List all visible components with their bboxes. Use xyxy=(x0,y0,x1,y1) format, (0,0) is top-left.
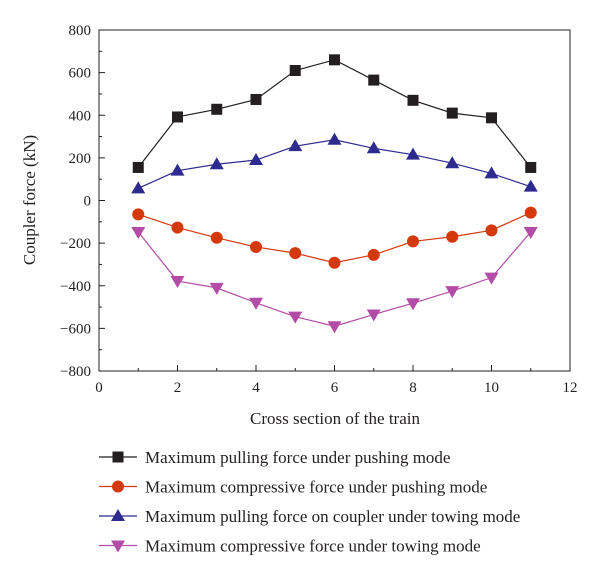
plot-frame xyxy=(98,29,571,372)
data-point xyxy=(525,161,537,173)
x-tick-label: 8 xyxy=(409,380,417,396)
data-point xyxy=(288,311,303,324)
data-point xyxy=(250,240,262,253)
y-tick-label: −600 xyxy=(60,321,91,337)
axes: 0 2 4 6 8 10 12 800 600 400 200 0 −200 −400 −600 −800 xyxy=(60,23,577,396)
y-tick-label: 0 xyxy=(84,194,92,210)
legend-marker xyxy=(112,451,124,463)
x-tick-label: 0 xyxy=(95,380,103,396)
data-point xyxy=(407,235,419,248)
data-point xyxy=(327,132,342,145)
data-point xyxy=(131,181,146,194)
data-point xyxy=(445,286,460,299)
series-layer xyxy=(131,54,538,334)
y-tick-label: 200 xyxy=(69,151,92,167)
data-point xyxy=(289,247,302,260)
data-point xyxy=(132,161,144,173)
x-tick-label: 2 xyxy=(174,380,182,396)
data-point xyxy=(446,107,458,119)
data-point xyxy=(209,157,224,170)
data-point xyxy=(486,112,497,124)
legend-label: Maximum compressive force under towing m… xyxy=(145,537,481,556)
legend-entry: Maximum pulling force on coupler under t… xyxy=(99,507,520,526)
data-point xyxy=(485,224,498,237)
y-axis-title: Coupler force (kN) xyxy=(20,135,39,265)
data-point xyxy=(249,297,263,310)
legend: Maximum pulling force under pushing mode… xyxy=(99,448,520,556)
data-point xyxy=(328,256,341,269)
data-point xyxy=(406,147,420,160)
y-tick-label: −400 xyxy=(60,279,91,295)
x-tick-label: 12 xyxy=(563,380,578,396)
data-point xyxy=(523,179,538,192)
x-tick-label: 10 xyxy=(484,380,499,396)
legend-label: Maximum compressive force under pushing … xyxy=(145,478,487,497)
data-point xyxy=(289,64,301,76)
data-point xyxy=(250,93,262,105)
y-tick-label: 800 xyxy=(69,23,92,39)
legend-label: Maximum pulling force under pushing mode xyxy=(145,448,450,467)
series-line xyxy=(137,231,532,327)
data-point xyxy=(131,227,146,240)
data-point xyxy=(171,221,184,234)
series-1 xyxy=(132,54,537,173)
series-2 xyxy=(132,206,537,269)
y-tick-label: −200 xyxy=(60,236,91,252)
data-point xyxy=(484,166,499,179)
data-point xyxy=(446,230,459,243)
data-point xyxy=(170,276,185,289)
legend-entry: Maximum pulling force under pushing mode xyxy=(99,448,450,467)
x-axis-title: Cross section of the train xyxy=(250,409,420,428)
legend-entry: Maximum compressive force under pushing … xyxy=(99,478,487,497)
legend-marker xyxy=(111,540,125,553)
data-point xyxy=(367,248,380,261)
data-point xyxy=(484,272,499,285)
legend-entry: Maximum compressive force under towing m… xyxy=(99,537,481,556)
series-line xyxy=(138,139,531,189)
data-point xyxy=(209,282,224,295)
series-line xyxy=(138,212,531,264)
data-point xyxy=(366,309,381,322)
data-point xyxy=(210,231,223,244)
data-point xyxy=(172,111,183,123)
data-point xyxy=(523,227,538,240)
data-point xyxy=(445,156,460,169)
data-point xyxy=(327,321,342,334)
data-point xyxy=(407,94,419,106)
series-3 xyxy=(131,132,538,194)
data-point xyxy=(524,206,537,219)
series-line xyxy=(137,59,532,168)
y-tick-label: 600 xyxy=(69,66,92,82)
y-tick-label: −800 xyxy=(60,364,91,380)
data-point xyxy=(329,54,340,66)
data-point xyxy=(406,298,420,311)
legend-marker xyxy=(111,509,125,521)
data-point xyxy=(249,153,263,166)
legend-marker xyxy=(112,480,124,493)
data-point xyxy=(288,139,303,152)
data-point xyxy=(211,103,223,115)
data-point xyxy=(368,74,380,86)
data-point xyxy=(170,163,185,176)
data-point xyxy=(366,141,381,154)
data-point xyxy=(132,208,145,221)
series-4 xyxy=(131,227,538,334)
x-tick-label: 4 xyxy=(252,380,260,396)
x-tick-label: 6 xyxy=(331,380,339,396)
y-tick-label: 400 xyxy=(69,108,92,124)
legend-label: Maximum pulling force on coupler under t… xyxy=(145,507,520,526)
